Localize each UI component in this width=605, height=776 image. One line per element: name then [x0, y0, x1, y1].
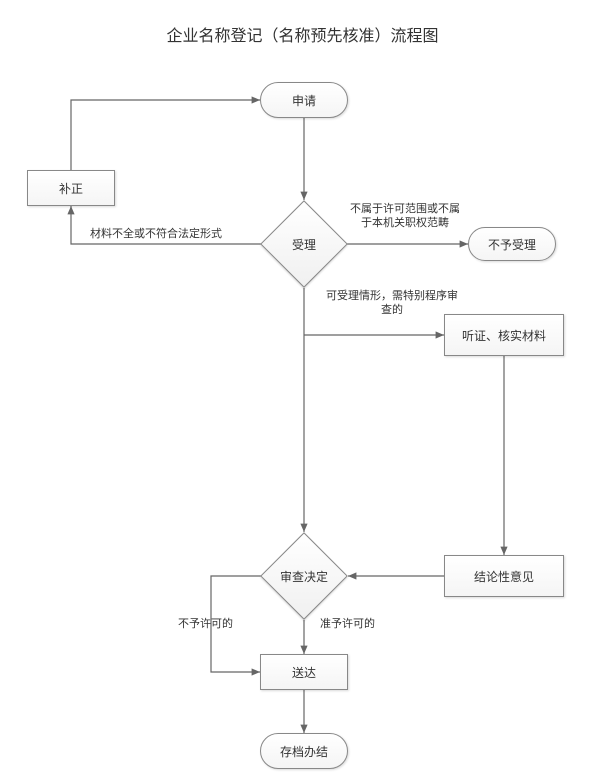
label-denied: 不予许可的	[178, 617, 233, 631]
node-deliver: 送达	[260, 654, 348, 690]
label-incomplete: 材料不全或不符合法定形式	[90, 227, 222, 241]
node-conclusion: 结论性意见	[444, 555, 564, 597]
node-accept: 受理	[260, 200, 348, 288]
label-approved: 准予许可的	[320, 617, 375, 631]
node-supplement-label: 补正	[59, 180, 83, 197]
node-deliver-label: 送达	[292, 664, 316, 681]
node-apply-label: 申请	[292, 92, 316, 109]
edge-supplement-to-apply	[71, 100, 260, 170]
node-apply: 申请	[260, 82, 348, 118]
node-verify: 听证、核实材料	[444, 314, 564, 356]
label-out-of-scope: 不属于许可范围或不属 于本机关职权范畴	[350, 202, 460, 231]
node-archive-label: 存档办结	[280, 743, 328, 760]
node-archive: 存档办结	[260, 733, 348, 769]
node-reject-label: 不予受理	[488, 236, 536, 253]
node-decide: 审查决定	[260, 532, 348, 620]
node-supplement: 补正	[27, 170, 115, 206]
node-decide-label: 审查决定	[280, 568, 328, 585]
label-acceptable: 可受理情形，需特别程序审 查的	[326, 289, 458, 318]
node-reject: 不予受理	[468, 227, 556, 261]
node-verify-label: 听证、核实材料	[462, 327, 546, 344]
node-accept-label: 受理	[292, 236, 316, 253]
node-conclusion-label: 结论性意见	[474, 568, 534, 585]
